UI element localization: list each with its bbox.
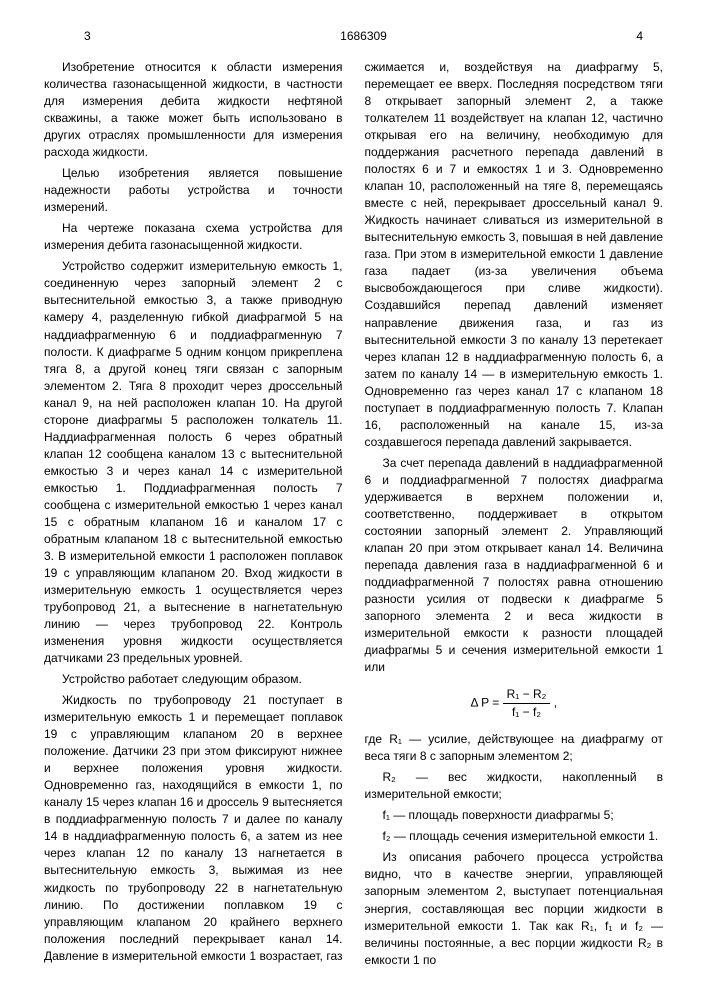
fraction: R₁ − R₂ f₁ − f₂ <box>503 686 551 721</box>
paragraph: Устройство работает следующим образом. <box>44 671 343 688</box>
fraction-numerator: R₁ − R₂ <box>503 686 551 704</box>
paragraph: За счет перепада давлений в наддиафрагме… <box>365 455 664 676</box>
paragraph: Устройство содержит измерительную емкост… <box>44 258 343 667</box>
page-number-left: 3 <box>84 28 91 45</box>
fraction-denominator: f₁ − f₂ <box>503 704 551 721</box>
body-columns: Изобретение относится к области измерени… <box>44 59 663 969</box>
document-number: 1686309 <box>340 28 387 45</box>
page-number-right: 4 <box>636 28 643 45</box>
paragraph: Из описания рабочего процесса устройства… <box>365 849 664 968</box>
paragraph: Целью изобретения является повышение над… <box>44 165 343 216</box>
definition: f₂ — площадь сечения измерительной емкос… <box>365 828 664 845</box>
page-header: 3 1686309 4 <box>44 28 663 45</box>
paragraph: На чертеже показана схема устройства для… <box>44 220 343 254</box>
formula: Δ P = R₁ − R₂ f₁ − f₂ , <box>365 686 664 721</box>
definition: f₁ — площадь поверхности диафрагмы 5; <box>365 807 664 824</box>
paragraph: Изобретение относится к области измерени… <box>44 59 343 161</box>
definition: R₂ — вес жидкости, накопленный в измерит… <box>365 769 664 803</box>
formula-tail: , <box>554 696 557 710</box>
definition: где R₁ — усилие, действующее на диафрагм… <box>365 731 664 765</box>
formula-lhs: Δ P = <box>470 696 499 710</box>
